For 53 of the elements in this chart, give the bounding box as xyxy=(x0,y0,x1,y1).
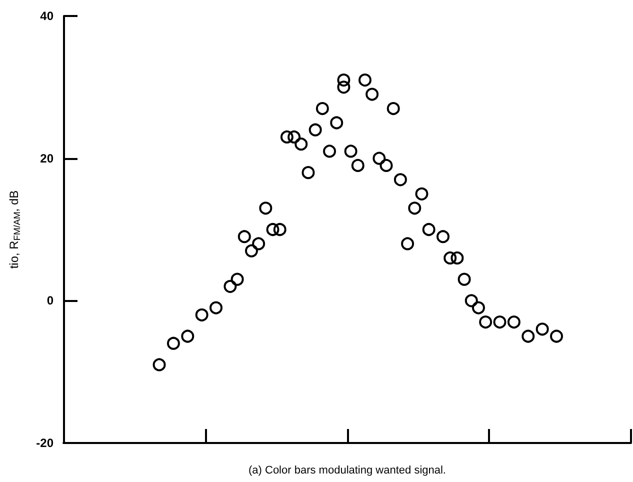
point xyxy=(415,187,428,200)
point xyxy=(493,316,506,329)
point xyxy=(444,251,457,264)
point xyxy=(181,330,194,343)
point xyxy=(308,123,322,136)
point xyxy=(472,301,485,314)
point xyxy=(266,223,280,236)
point xyxy=(252,237,266,250)
point xyxy=(458,272,471,286)
point xyxy=(280,130,294,144)
point xyxy=(479,316,492,329)
point xyxy=(294,138,308,151)
point xyxy=(195,308,208,322)
y-tick-label: 20 xyxy=(40,151,54,166)
point xyxy=(330,116,344,130)
point xyxy=(366,88,379,101)
point xyxy=(316,102,329,116)
point xyxy=(344,144,358,158)
point xyxy=(224,280,237,293)
point xyxy=(302,166,315,180)
point xyxy=(323,144,336,158)
point xyxy=(401,237,414,250)
point xyxy=(450,251,464,264)
point xyxy=(259,202,272,215)
point xyxy=(408,202,422,215)
point xyxy=(507,316,520,329)
x-axis-title: (a) Color bars modulating wanted signal. xyxy=(248,464,446,476)
point xyxy=(436,230,450,244)
point xyxy=(238,230,251,244)
point xyxy=(464,294,478,308)
point xyxy=(358,74,372,87)
point xyxy=(337,80,350,94)
point xyxy=(288,130,301,144)
point xyxy=(380,158,393,172)
point xyxy=(522,330,535,343)
point xyxy=(536,322,549,336)
point xyxy=(244,244,258,258)
point xyxy=(210,301,223,314)
y-tick-label: 40 xyxy=(40,9,54,23)
point xyxy=(230,272,244,286)
point xyxy=(166,336,180,350)
y-axis-title: tio, RFM/AM, dB xyxy=(7,190,22,269)
point xyxy=(422,223,436,236)
point xyxy=(273,223,286,236)
point xyxy=(152,358,166,372)
y-tick-label: -20 xyxy=(36,436,54,450)
point xyxy=(394,173,407,186)
point xyxy=(386,102,400,116)
y-tick-label: 0 xyxy=(46,294,54,308)
point xyxy=(372,152,386,165)
point xyxy=(550,330,564,343)
point xyxy=(337,74,350,87)
point xyxy=(351,158,364,172)
